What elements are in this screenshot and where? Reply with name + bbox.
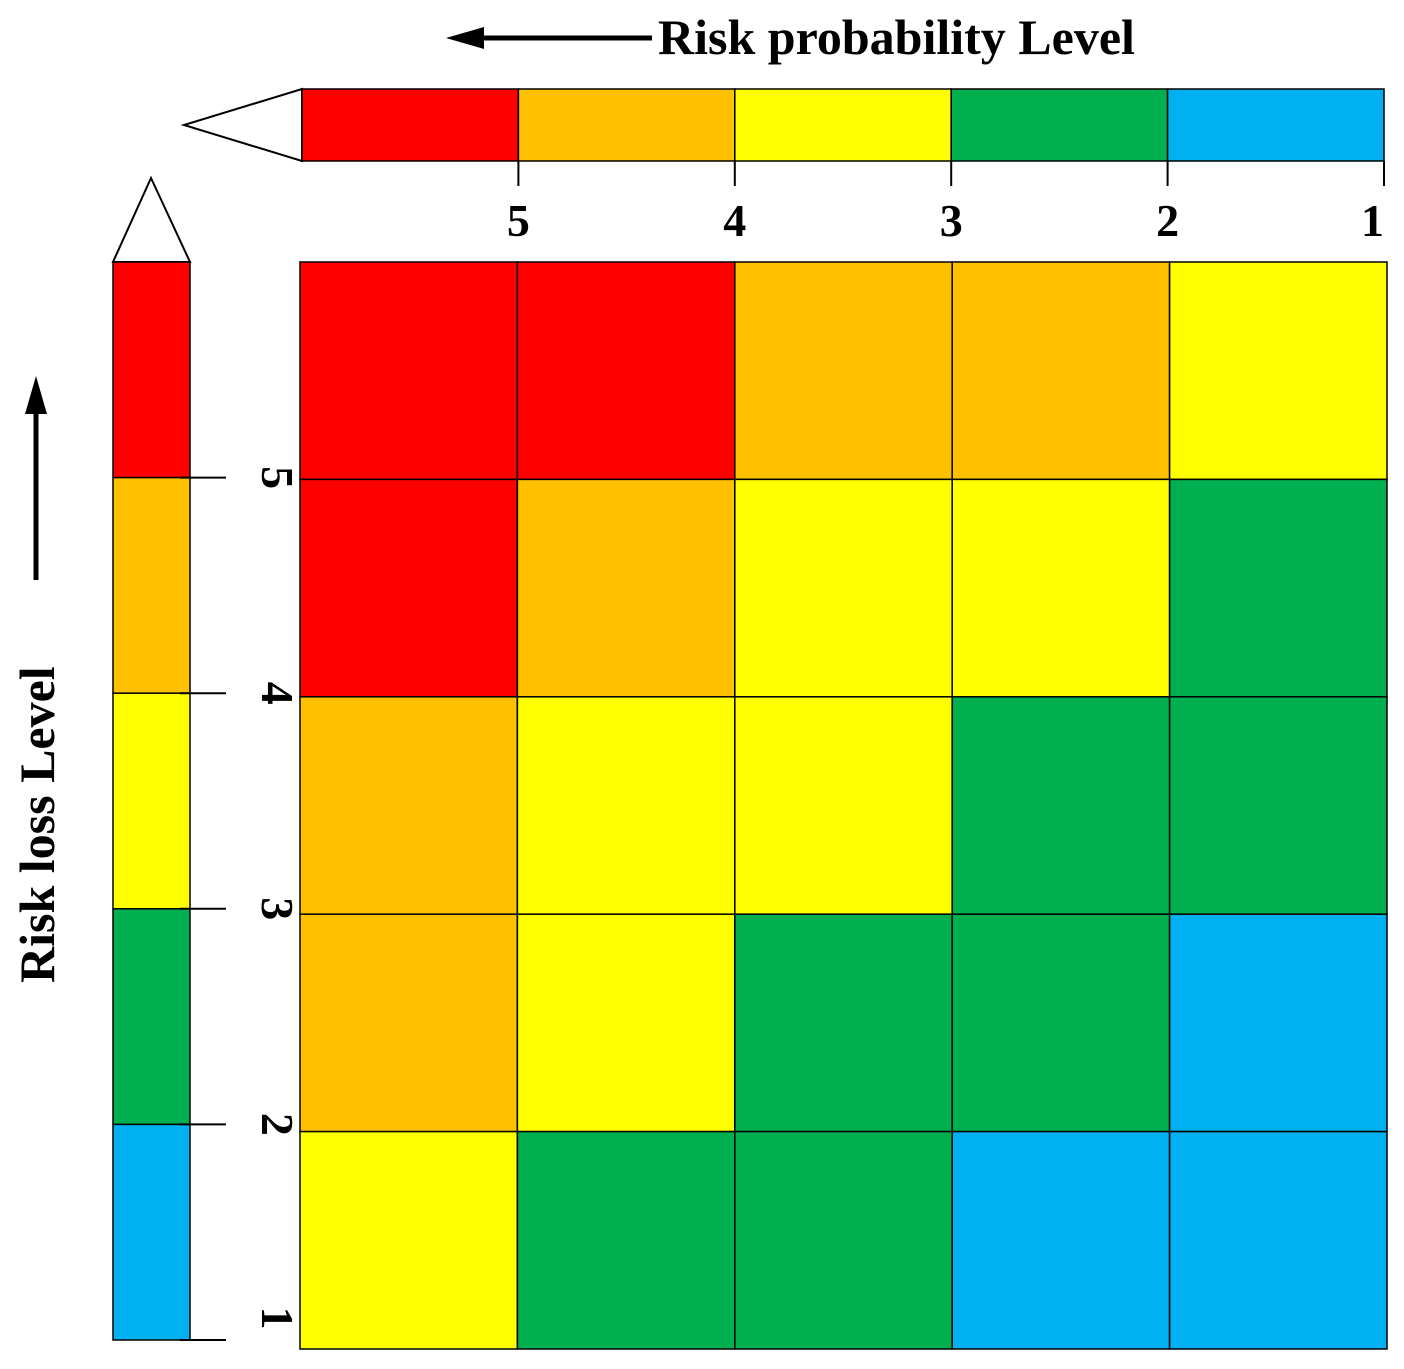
- matrix-cell: [951, 1130, 1171, 1350]
- y-axis-title-group: Risk loss Level: [9, 376, 65, 983]
- probability-tick-label: 5: [507, 195, 530, 246]
- probability-scale-pointer: [180, 87, 303, 163]
- matrix-cell: [299, 913, 519, 1133]
- probability-tick-label: 3: [940, 195, 963, 246]
- loss-tick-label: 5: [252, 466, 303, 489]
- matrix-cell: [516, 696, 736, 915]
- probability-scale-segment: [734, 88, 952, 162]
- matrix-cell: [734, 1130, 953, 1350]
- matrix-cell: [951, 913, 1171, 1133]
- x-axis-title: Risk probability Level: [658, 9, 1135, 65]
- matrix-cell: [516, 261, 736, 481]
- axis-labels: Risk probability Level Risk loss Level: [9, 9, 1135, 983]
- x-axis-title-arrowhead: [446, 27, 484, 49]
- probability-tick-label: 2: [1156, 195, 1179, 246]
- matrix-cell: [1168, 696, 1388, 915]
- matrix-cell: [734, 261, 953, 481]
- matrix-cell: [299, 261, 519, 481]
- matrix-cell: [734, 913, 953, 1133]
- matrix-cell: [951, 696, 1171, 915]
- probability-scale-bar: 5 4 3 2 1: [180, 87, 1385, 246]
- loss-scale-segment: [112, 908, 191, 1126]
- matrix-cell: [516, 478, 736, 698]
- loss-scale-segment: [112, 692, 191, 910]
- matrix-cell: [299, 696, 519, 915]
- matrix-cell: [516, 1130, 736, 1350]
- x-axis-title-group: Risk probability Level: [446, 9, 1135, 65]
- matrix-cell: [951, 478, 1171, 698]
- loss-tick-label: 1: [252, 1307, 303, 1330]
- loss-scale-pointer: [111, 175, 192, 263]
- loss-scale-segment: [112, 476, 191, 694]
- loss-scale-segment: [112, 261, 191, 479]
- matrix-cell: [734, 478, 953, 698]
- probability-scale-segment: [950, 88, 1169, 162]
- loss-tick-label: 2: [252, 1113, 303, 1136]
- matrix-cell: [516, 913, 736, 1133]
- matrix-cell: [299, 478, 519, 698]
- loss-scale-bar: 5 4 3 2 1: [111, 175, 303, 1341]
- matrix-cell: [299, 1130, 519, 1350]
- probability-tick-label: 4: [723, 195, 746, 246]
- loss-tick-label: 3: [252, 897, 303, 920]
- probability-scale-segment: [301, 88, 520, 162]
- matrix-cell: [1168, 478, 1388, 698]
- matrix-cell: [734, 696, 953, 915]
- matrix-cell: [1168, 913, 1388, 1133]
- probability-scale-segment: [1166, 88, 1385, 162]
- matrix-cell: [1168, 1130, 1388, 1350]
- loss-scale-segment: [112, 1123, 191, 1341]
- probability-scale-segment: [517, 88, 736, 162]
- matrix-cell: [951, 261, 1171, 481]
- risk-matrix-grid: [299, 261, 1388, 1350]
- loss-tick-label: 4: [252, 682, 303, 705]
- y-axis-title: Risk loss Level: [9, 666, 65, 983]
- probability-tick-label: 1: [1361, 195, 1384, 246]
- y-axis-title-arrowhead: [25, 376, 47, 414]
- matrix-cell: [1168, 261, 1388, 481]
